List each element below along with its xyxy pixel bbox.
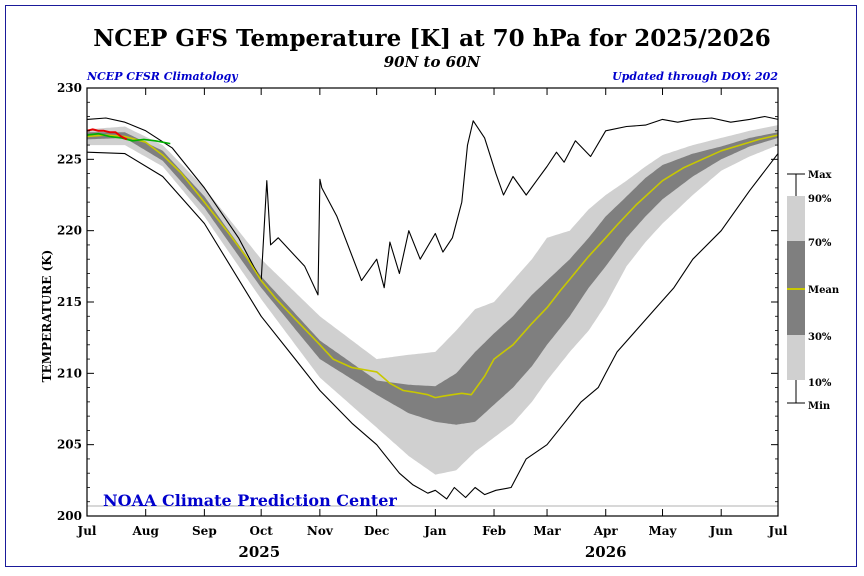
chart-subtitle: 90N to 60N bbox=[384, 53, 482, 71]
legend-label: 70% bbox=[808, 238, 832, 249]
band-30-70-percentile bbox=[87, 132, 778, 425]
x-tick-label: Nov bbox=[307, 524, 334, 538]
legend: Max 90% 70% Mean 30% 10% Min bbox=[787, 170, 840, 412]
update-note: Updated through DOY: 202 bbox=[612, 70, 778, 83]
band-10-90-percentile bbox=[87, 125, 778, 475]
y-tick-label: 205 bbox=[57, 438, 82, 452]
x-tick-label: Apr bbox=[593, 524, 619, 538]
x-tick-label: Aug bbox=[131, 524, 159, 538]
x-tick-label: May bbox=[649, 524, 678, 538]
x-tick-label: Jun bbox=[709, 524, 733, 538]
legend-label: Min bbox=[808, 401, 831, 412]
x-tick-label: Jan bbox=[423, 524, 446, 538]
forecast-series-line bbox=[86, 132, 171, 145]
axes: 200 205 210 215 220 225 230 Jul Aug Sep Oct Nov Dec J… bbox=[57, 81, 788, 561]
chart-frame bbox=[5, 5, 857, 567]
credit-label: NOAA Climate Prediction Center bbox=[103, 491, 397, 510]
y-tick-label: 225 bbox=[57, 152, 82, 166]
x-tick-label: Oct bbox=[250, 524, 274, 538]
legend-label: 10% bbox=[808, 378, 832, 389]
x-tick-label: Jul bbox=[768, 524, 788, 538]
current-year-series-line bbox=[86, 128, 128, 141]
min-series-line bbox=[86, 151, 779, 500]
x-tick-label: Feb bbox=[482, 524, 506, 538]
x-tick-label: Mar bbox=[533, 524, 561, 538]
legend-label: 30% bbox=[808, 332, 832, 343]
chart-title: NCEP GFS Temperature [K] at 70 hPa for 2… bbox=[93, 25, 770, 52]
year-label: 2025 bbox=[238, 543, 280, 561]
y-tick-label: 230 bbox=[57, 81, 82, 95]
legend-swatch-outer-top bbox=[787, 196, 805, 241]
plot-area bbox=[86, 115, 779, 507]
legend-label: Mean bbox=[808, 285, 840, 296]
legend-label: 90% bbox=[808, 194, 832, 205]
year-label: 2026 bbox=[585, 543, 627, 561]
x-tick-label: Jul bbox=[77, 524, 97, 538]
y-tick-label: 210 bbox=[57, 366, 82, 380]
legend-label: Max bbox=[808, 170, 833, 181]
y-axis-label: TEMPERATURE (K) bbox=[40, 250, 54, 383]
y-tick-label: 200 bbox=[57, 509, 82, 523]
y-tick-label: 215 bbox=[57, 295, 82, 309]
max-series-line bbox=[86, 115, 779, 296]
x-tick-label: Dec bbox=[364, 524, 389, 538]
x-tick-label: Sep bbox=[192, 524, 217, 538]
legend-swatch-outer-bottom bbox=[787, 335, 805, 380]
y-tick-label: 220 bbox=[57, 224, 82, 238]
climatology-note: NCEP CFSR Climatology bbox=[86, 70, 239, 83]
mean-series-line bbox=[86, 134, 779, 399]
